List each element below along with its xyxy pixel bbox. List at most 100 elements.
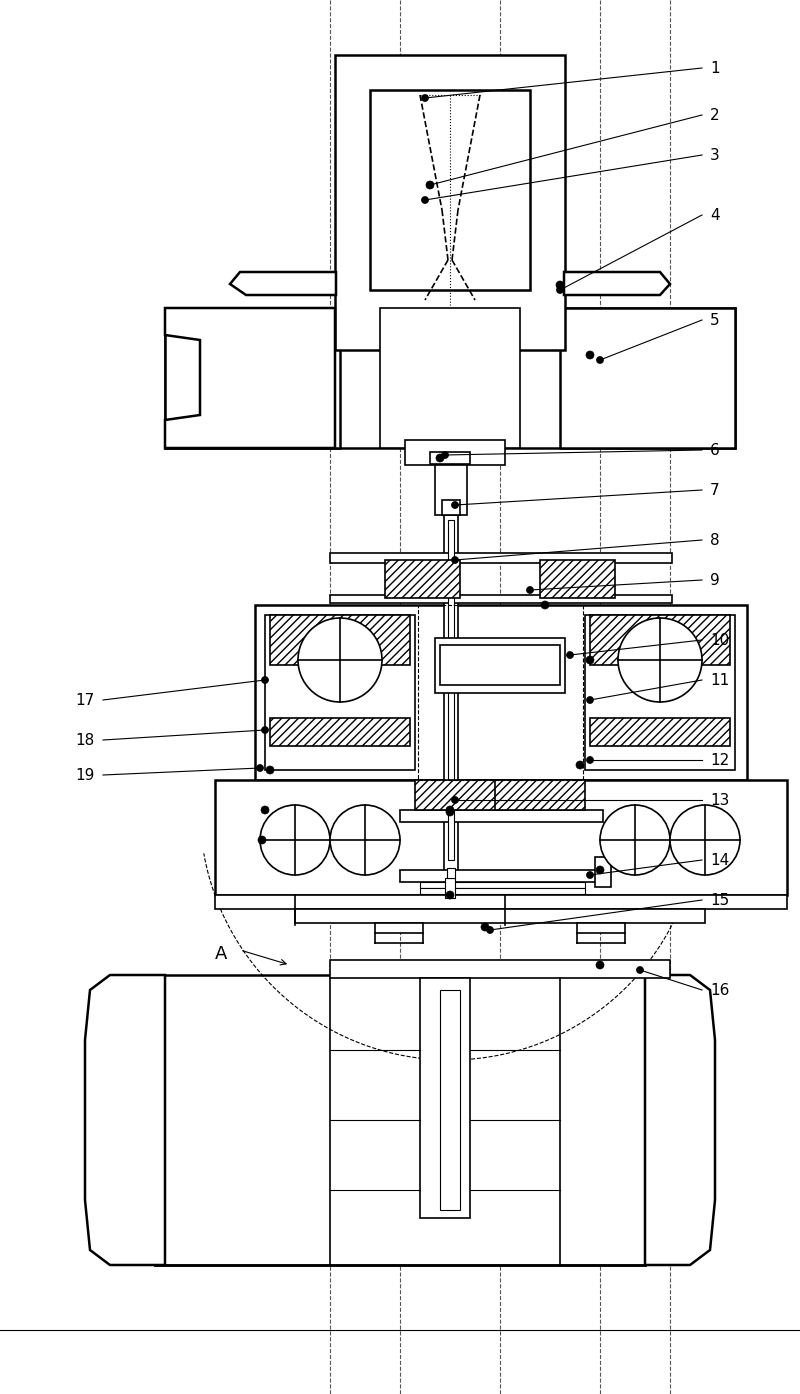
Circle shape [446,806,454,814]
Text: 15: 15 [710,892,730,907]
Circle shape [586,697,594,704]
Text: 11: 11 [710,672,730,687]
Bar [435,638,565,693]
Circle shape [451,502,458,509]
Bar [400,870,603,882]
Circle shape [541,601,549,609]
Circle shape [600,804,670,875]
Bar [380,308,520,447]
Text: 19: 19 [76,768,95,782]
Circle shape [426,181,434,190]
Text: 9: 9 [710,573,720,587]
Bar [590,615,730,665]
Bar [265,615,415,769]
Bar [375,923,423,933]
Circle shape [557,287,563,294]
Text: 4: 4 [710,208,720,223]
Circle shape [298,618,382,703]
Circle shape [258,836,266,843]
Circle shape [446,891,454,899]
Polygon shape [230,272,336,296]
Bar [595,857,611,887]
Bar [420,888,585,894]
Bar [270,718,410,746]
Circle shape [451,796,458,803]
Bar [215,781,787,895]
Circle shape [597,357,603,364]
Bar [445,878,455,898]
Bar [330,595,672,604]
Text: 16: 16 [710,983,730,998]
Circle shape [586,351,594,360]
Bar [255,605,747,781]
Circle shape [566,651,574,658]
Bar [442,500,460,514]
Bar [330,553,672,563]
Text: 5: 5 [710,312,720,328]
Polygon shape [645,974,715,1264]
Bar [370,91,530,290]
Circle shape [637,966,643,973]
Text: 17: 17 [76,693,95,708]
Circle shape [586,871,594,878]
Circle shape [262,726,269,733]
Polygon shape [564,272,670,296]
Text: 13: 13 [710,793,730,807]
Circle shape [330,804,400,875]
Circle shape [556,282,564,289]
Bar [444,514,458,875]
Bar [330,960,670,979]
Bar [215,895,787,909]
Circle shape [261,806,269,814]
Circle shape [486,927,494,934]
Circle shape [260,804,330,875]
Bar [495,781,585,810]
Bar [165,308,340,447]
Bar [420,979,470,1218]
Text: 8: 8 [710,533,720,548]
Bar [448,520,454,860]
Circle shape [576,761,584,769]
Circle shape [586,757,594,764]
Circle shape [436,454,444,461]
Text: 10: 10 [710,633,730,647]
Bar [415,781,505,810]
Polygon shape [165,308,335,447]
Bar [447,868,455,878]
Circle shape [596,960,604,969]
Circle shape [422,197,429,204]
Bar [400,810,603,822]
Circle shape [481,923,489,931]
Text: 3: 3 [710,148,720,163]
Circle shape [257,764,263,771]
Text: 2: 2 [710,107,720,123]
Circle shape [426,181,434,188]
Circle shape [670,804,740,875]
Circle shape [422,95,429,102]
Bar [440,645,560,684]
Circle shape [526,587,534,594]
Bar [585,615,735,769]
Text: 14: 14 [710,853,730,867]
Polygon shape [85,974,165,1264]
Circle shape [442,452,449,459]
Bar [420,882,585,888]
Circle shape [262,676,269,683]
Text: 18: 18 [76,732,95,747]
Bar [540,560,615,598]
Circle shape [446,809,454,815]
Bar [430,452,470,464]
Bar [295,909,705,923]
Circle shape [451,556,458,563]
Circle shape [596,866,604,874]
Bar [560,308,735,447]
Text: 12: 12 [710,753,730,768]
Bar [440,990,460,1210]
Text: 1: 1 [710,60,720,75]
Bar [577,923,625,933]
Bar [590,718,730,746]
Circle shape [618,618,702,703]
Circle shape [586,657,594,664]
Bar [270,615,410,665]
Text: 7: 7 [710,482,720,498]
